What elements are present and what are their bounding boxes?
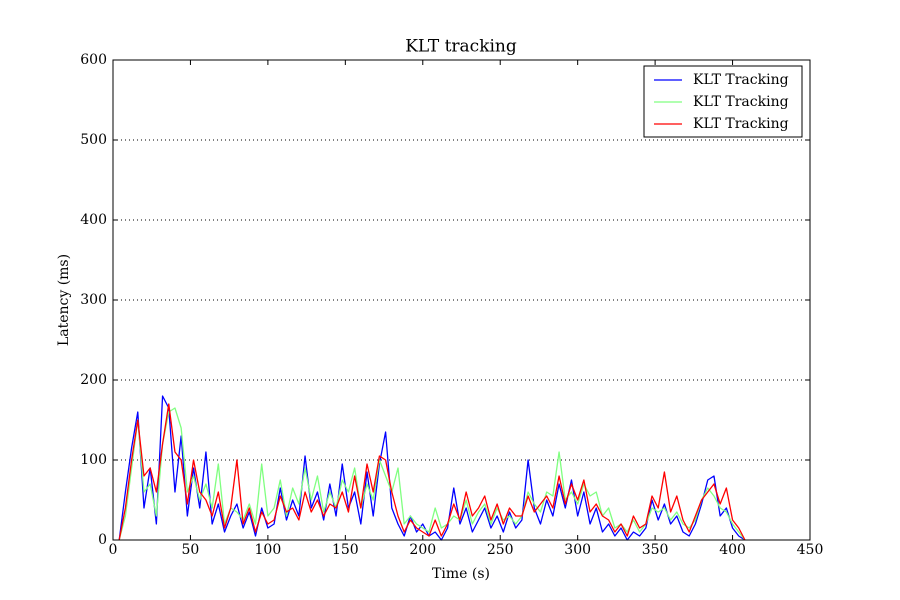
x-tick-label: 150: [332, 542, 359, 558]
x-tick-label: 100: [255, 542, 282, 558]
y-tick-label: 100: [80, 452, 107, 468]
x-tick-label: 300: [564, 542, 591, 558]
x-tick-label: 50: [182, 542, 200, 558]
series-line: [118, 407, 746, 541]
y-axis-label: Latency (ms): [56, 254, 72, 346]
x-axis-label: Time (s): [432, 566, 490, 582]
series-line: [118, 403, 746, 541]
y-tick-label: 400: [80, 212, 107, 228]
x-tick-label: 200: [409, 542, 436, 558]
x-tick-label: 0: [109, 542, 118, 558]
chart-title: KLT tracking: [405, 37, 517, 57]
y-tick-label: 0: [98, 532, 107, 548]
legend-label: KLT Tracking: [693, 72, 789, 88]
legend-label: KLT Tracking: [693, 94, 789, 110]
x-tick-label: 400: [719, 542, 746, 558]
plot-frame: [112, 59, 811, 541]
y-tick-label: 300: [80, 292, 107, 308]
x-tick-label: 250: [487, 542, 514, 558]
x-tick-label: 350: [642, 542, 669, 558]
y-tick-label: 600: [80, 52, 107, 68]
x-tick-label: 450: [797, 542, 824, 558]
y-tick-label: 500: [80, 132, 107, 148]
legend-label: KLT Tracking: [693, 116, 789, 132]
y-tick-label: 200: [80, 372, 107, 388]
series-line: [118, 395, 746, 541]
